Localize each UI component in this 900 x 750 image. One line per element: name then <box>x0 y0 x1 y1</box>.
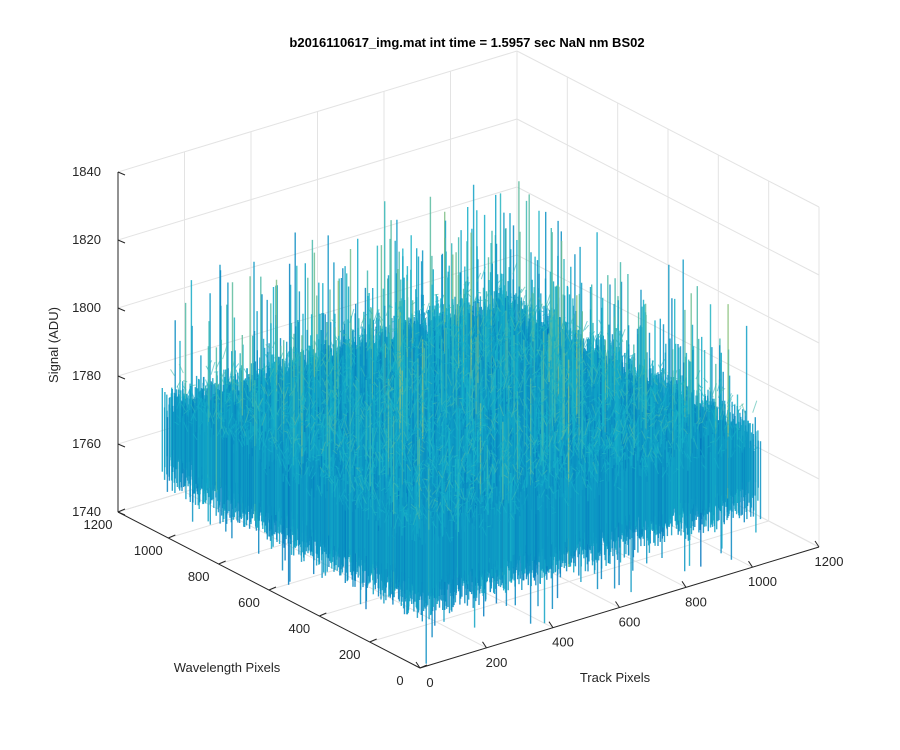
floor-grid-line <box>369 520 769 643</box>
back-wall-grid-line <box>117 50 518 173</box>
back-wall-grid-line <box>117 118 518 241</box>
back-wall-grid-line <box>117 186 518 309</box>
side-wall-grid-line <box>516 118 820 276</box>
side-wall-grid-line <box>516 50 820 208</box>
signal-surface <box>161 181 762 664</box>
side-wall-grid-line <box>516 254 820 412</box>
side-wall-grid-line <box>516 186 820 344</box>
back-wall-grid-line <box>117 254 518 377</box>
